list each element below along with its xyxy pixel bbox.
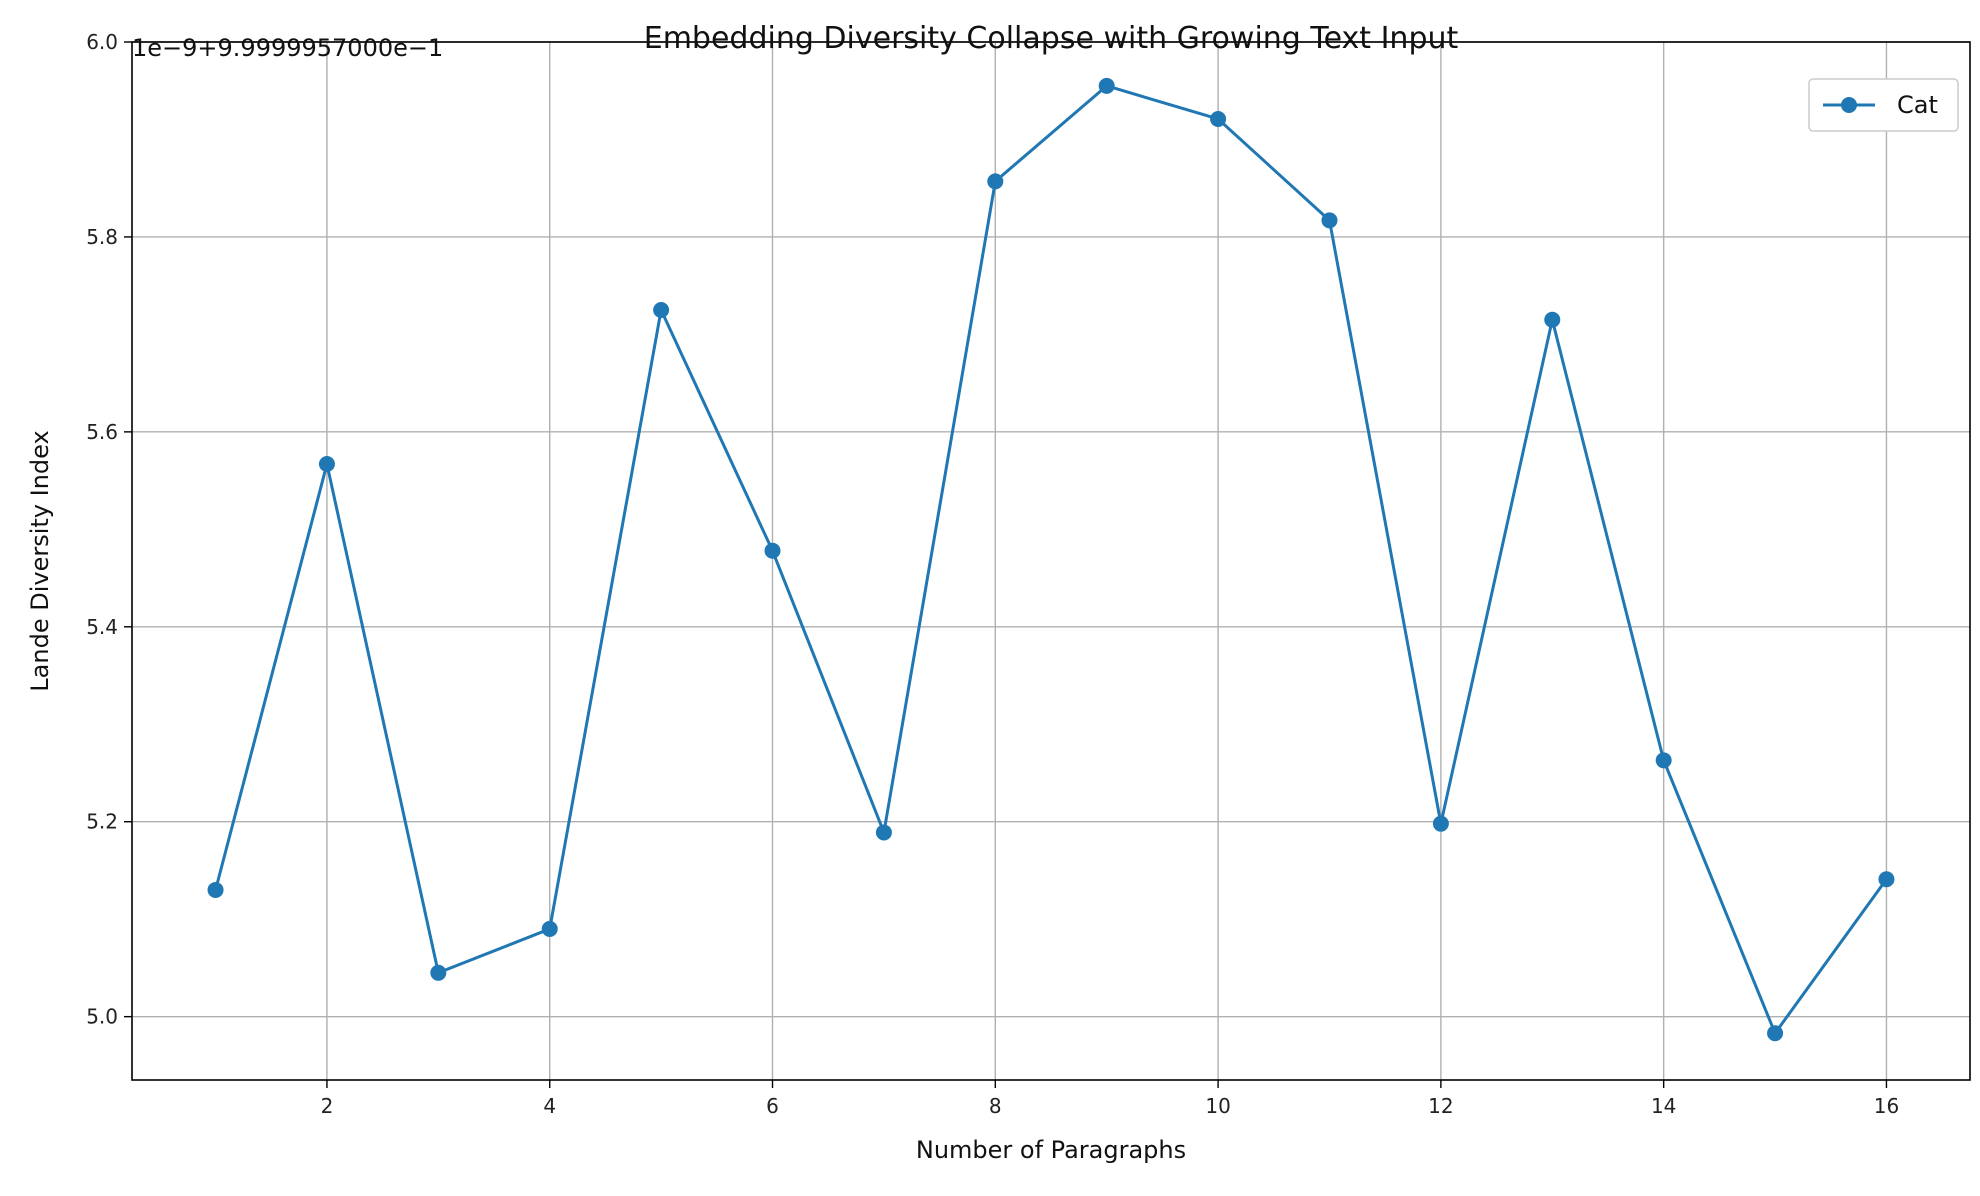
legend-label: Cat — [1897, 91, 1938, 119]
data-point — [207, 881, 224, 898]
data-point — [1432, 815, 1449, 832]
data-point — [1767, 1025, 1784, 1042]
data-point — [653, 302, 670, 319]
y-tick-label: 5.8 — [86, 225, 118, 249]
y-tick-label: 5.4 — [86, 615, 118, 639]
data-point — [987, 173, 1004, 190]
x-tick-label: 8 — [989, 1094, 1002, 1118]
y-tick-label: 6.0 — [86, 30, 118, 54]
data-point — [1655, 752, 1672, 769]
data-point — [541, 920, 558, 937]
y-axis-ticks: 5.0 5.2 5.4 5.6 5.8 6.0 — [86, 30, 132, 1029]
data-point — [318, 456, 335, 473]
series-line-cat — [214, 84, 1888, 1035]
x-tick-label: 10 — [1205, 1094, 1230, 1118]
data-point — [1210, 110, 1227, 127]
legend: Cat — [1808, 78, 1959, 132]
data-point — [1878, 871, 1895, 888]
x-tick-label: 2 — [321, 1094, 334, 1118]
y-axis-offset-text: 1e−9+9.9999957000e−1 — [132, 34, 443, 62]
data-point — [1544, 311, 1561, 328]
plot-area-frame — [131, 41, 1971, 1081]
data-point — [1098, 77, 1115, 94]
x-tick-label: 16 — [1874, 1094, 1899, 1118]
y-tick-label: 5.6 — [86, 420, 118, 444]
data-point — [430, 964, 447, 981]
x-tick-label: 14 — [1651, 1094, 1676, 1118]
legend-box — [1808, 78, 1959, 132]
chart-title: Embedding Diversity Collapse with Growin… — [644, 21, 1459, 56]
x-axis-ticks: 2 4 6 8 10 12 14 16 — [321, 1080, 1899, 1118]
data-point — [875, 824, 892, 841]
y-axis-label: Lande Diversity Index — [26, 430, 54, 691]
data-point — [764, 542, 781, 559]
y-tick-label: 5.0 — [86, 1005, 118, 1029]
series-layer — [207, 77, 1895, 1042]
x-tick-label: 12 — [1428, 1094, 1453, 1118]
data-point — [1321, 212, 1338, 229]
y-tick-label: 5.2 — [86, 810, 118, 834]
legend-marker-swatch — [1841, 97, 1857, 113]
x-tick-label: 4 — [543, 1094, 556, 1118]
x-tick-label: 6 — [766, 1094, 779, 1118]
x-axis-label: Number of Paragraphs — [916, 1136, 1186, 1164]
